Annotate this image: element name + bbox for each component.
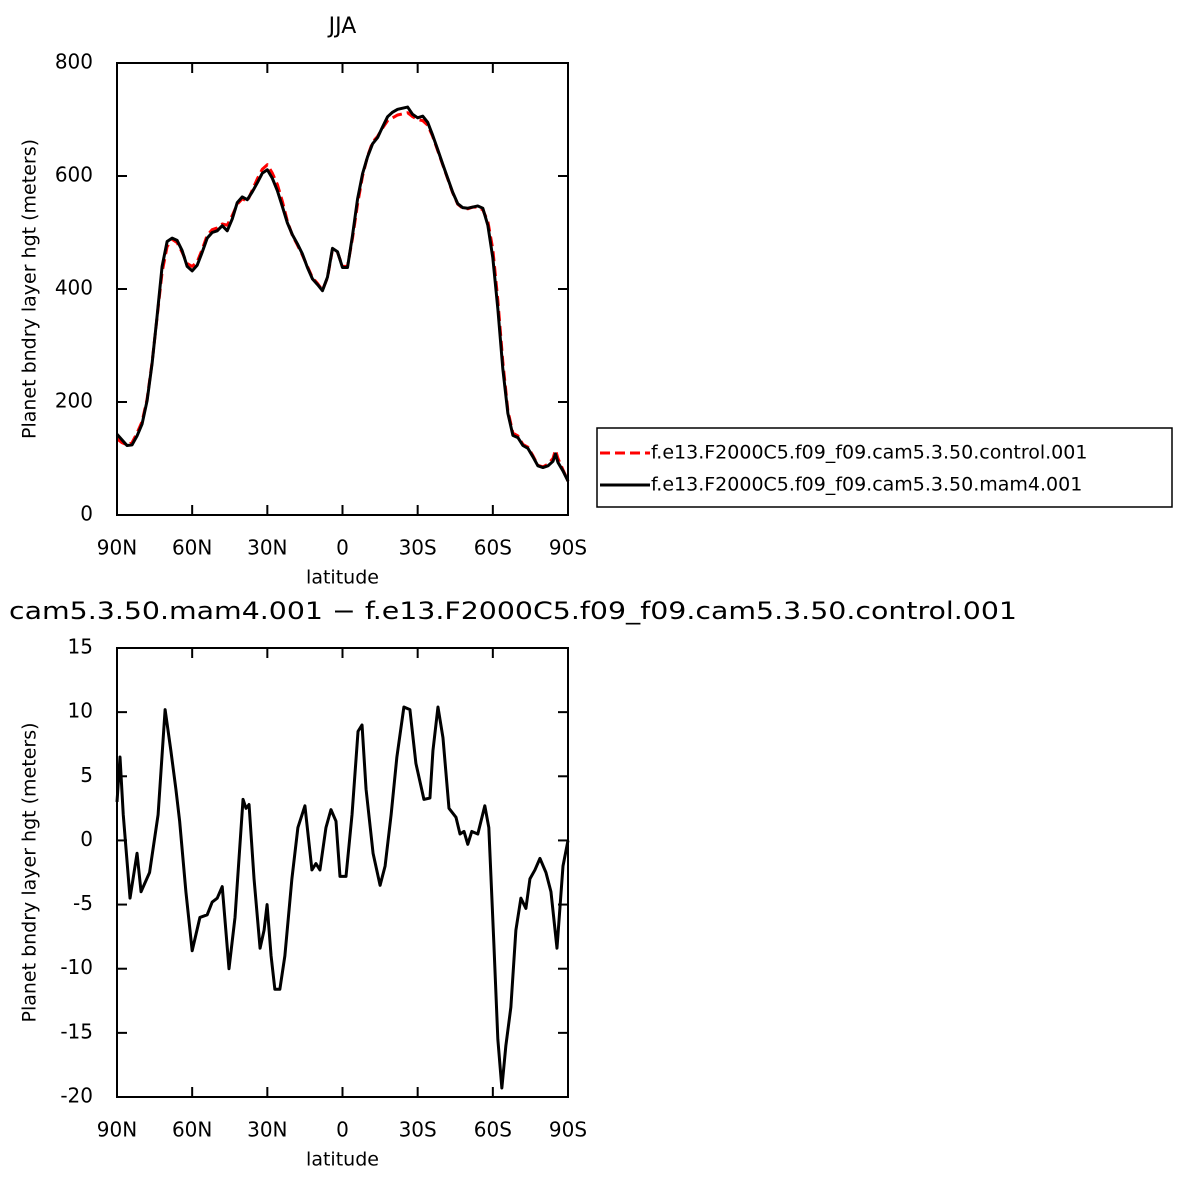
x-tick-label: 30N xyxy=(247,1118,287,1142)
x-tick-label: 30S xyxy=(399,536,437,560)
y-tick-label: 200 xyxy=(55,389,93,413)
y-tick-label: 5 xyxy=(80,763,93,787)
y-tick-label: 0 xyxy=(80,827,93,851)
y-axis-label: Planet bndry layer hgt (meters) xyxy=(19,139,41,439)
y-tick-label: -15 xyxy=(60,1019,93,1043)
legend-box xyxy=(596,427,1173,508)
x-tick-label: 60N xyxy=(172,1118,212,1142)
x-tick-label: 30S xyxy=(399,1118,437,1142)
y-tick-label: -10 xyxy=(60,955,93,979)
data-line xyxy=(116,111,570,482)
x-tick-label: 90N xyxy=(97,536,137,560)
x-tick-label: 0 xyxy=(336,1118,349,1142)
x-tick-label: 30N xyxy=(247,536,287,560)
x-axis-label: latitude xyxy=(306,567,379,589)
y-tick-label: -20 xyxy=(60,1084,93,1108)
legend-label: f.e13.F2000C5.f09_f09.cam5.3.50.mam4.001 xyxy=(651,474,1082,496)
legend-label: f.e13.F2000C5.f09_f09.cam5.3.50.control.… xyxy=(651,442,1087,464)
x-tick-label: 60N xyxy=(172,536,212,560)
y-tick-label: 15 xyxy=(68,635,93,659)
x-tick-label: 0 xyxy=(336,536,349,560)
x-tick-label: 60S xyxy=(474,1118,512,1142)
y-tick-label: 0 xyxy=(80,502,93,526)
data-line xyxy=(115,105,570,482)
x-tick-label: 60S xyxy=(474,536,512,560)
plot-frame xyxy=(116,62,569,516)
chart-title: JJA xyxy=(327,14,357,39)
y-tick-label: 800 xyxy=(55,50,93,74)
y-tick-label: -5 xyxy=(73,891,93,915)
x-tick-label: 90N xyxy=(97,1118,137,1142)
chart-title: cam5.3.50.mam4.001 − f.e13.F2000C5.f09_f… xyxy=(9,597,1017,625)
x-tick-label: 90S xyxy=(549,1118,587,1142)
x-axis-label: latitude xyxy=(306,1149,379,1171)
y-axis-label: Planet bndry layer hgt (meters) xyxy=(19,722,41,1022)
y-tick-label: 10 xyxy=(68,699,93,723)
y-tick-label: 400 xyxy=(55,276,93,300)
y-tick-label: 600 xyxy=(55,163,93,187)
data-line xyxy=(115,705,570,1090)
x-tick-label: 90S xyxy=(549,536,587,560)
